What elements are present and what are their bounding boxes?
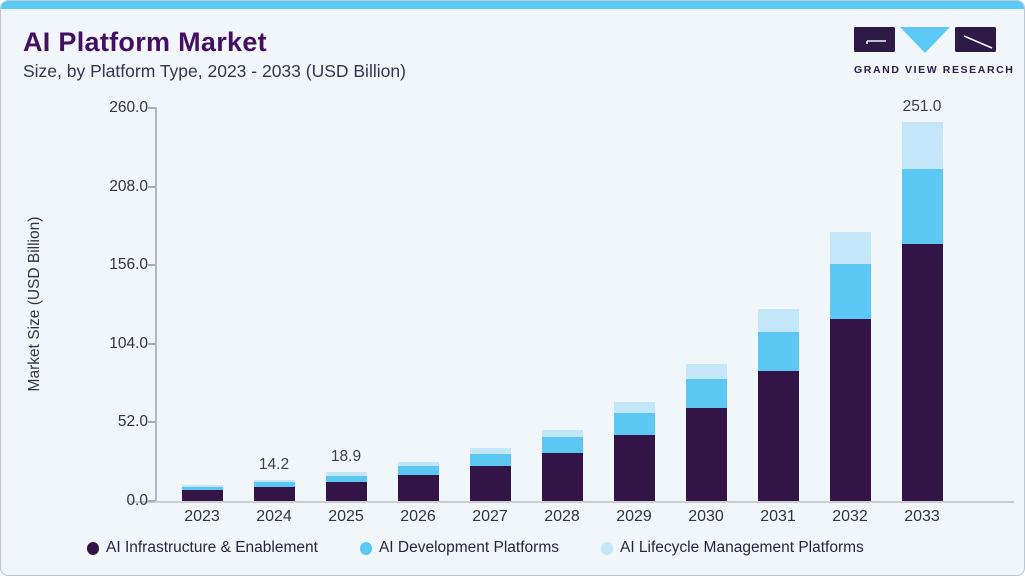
bar-segment [613,412,655,435]
x-axis-tick-label: 2026 [400,508,436,525]
bar-segment [685,364,727,380]
x-axis-tick-label: 2024 [256,508,292,525]
bar-total-label: 251.0 [902,97,942,115]
gvr-logo: GRAND VIEW RESEARCH [854,27,1015,76]
bar-segment [829,264,871,319]
x-axis-tick-label: 2025 [328,508,364,525]
bar-segment [541,436,583,453]
bar-segment [901,121,943,169]
legend-dot-icon [359,541,372,555]
x-axis-tick-label: 2023 [184,508,220,525]
bar-segment [829,319,871,501]
bar-segment [397,475,439,501]
x-axis-tick-label: 2030 [688,508,724,525]
gvr-logo-text: GRAND VIEW RESEARCH [854,64,1015,76]
y-axis-tick-mark [148,264,155,267]
legend-item: AI Lifecycle Management Platforms [600,539,864,557]
y-axis-tick-label: 104.0 [109,334,148,352]
gvr-logo-mark [854,27,996,53]
y-axis-tick-mark [148,342,155,345]
x-axis-tick-label: 2028 [544,508,580,525]
x-axis-tick-label: 2029 [616,508,652,525]
bar-segment [253,486,295,501]
bar-segment [469,454,511,466]
bar-segment [757,332,799,372]
bar-segment [901,244,943,501]
y-axis-tick-label: 156.0 [109,256,148,274]
bar-segment [541,429,583,437]
y-axis-tick-mark [148,185,155,188]
bar-segment [325,481,367,501]
y-axis-tick-mark [148,500,155,502]
bar-segment [253,482,295,487]
legend-label: AI Infrastructure & Enablement [106,539,318,556]
bar-segment [541,452,583,501]
bar-segment [325,475,367,482]
bar-segment [757,371,799,501]
x-axis-tick-label: 2033 [904,508,940,525]
x-axis-tick-label: 2027 [472,508,508,525]
bar-segment [901,168,943,245]
y-axis-tick-label: 260.0 [109,99,148,116]
legend-item: AI Development Platforms [359,539,559,557]
x-axis-tick-label: 2032 [832,508,868,525]
x-axis-line [131,501,1014,503]
legend-item: AI Infrastructure & Enablement [87,539,318,557]
legend-label: AI Lifecycle Management Platforms [619,539,864,556]
x-axis-tick-label: 2031 [760,508,796,525]
legend-label: AI Development Platforms [378,539,559,556]
page-title: AI Platform Market [23,27,267,57]
legend: AI Infrastructure & Enablement AI Develop… [87,539,864,557]
bar-segment [181,486,223,491]
page-subtitle: Size, by Platform Type, 2023 - 2033 (USD… [23,61,406,81]
bar-segment [685,379,727,409]
y-axis-line [155,107,157,502]
bar-total-label: 18.9 [330,448,362,466]
legend-dot-icon [87,541,99,555]
bar-segment [613,434,655,501]
legend-dot-icon [600,541,613,555]
y-axis-tick-mark [148,421,155,424]
y-axis-tick-label: 208.0 [109,177,148,195]
bar-segment [181,484,223,487]
card-top-accent-bar [1,1,1024,9]
bar-segment [469,448,511,455]
bar-segment [253,479,295,483]
bar-segment [181,490,223,501]
bar-segment [325,472,367,476]
bar-total-label: 14.2 [258,455,290,473]
y-axis-tick-label: 52.0 [117,413,148,431]
y-axis-tick-mark [148,107,155,109]
bar-segment [757,309,799,333]
bar-segment [397,466,439,476]
bar-segment [397,461,439,467]
y-axis-title: Market Size (USD Billion) [26,216,43,392]
bar-segment [829,231,871,265]
y-axis-tick-label: 0.0 [126,492,148,509]
bar-segment [613,401,655,413]
bar-segment [685,408,727,501]
bar-segment [469,465,511,501]
